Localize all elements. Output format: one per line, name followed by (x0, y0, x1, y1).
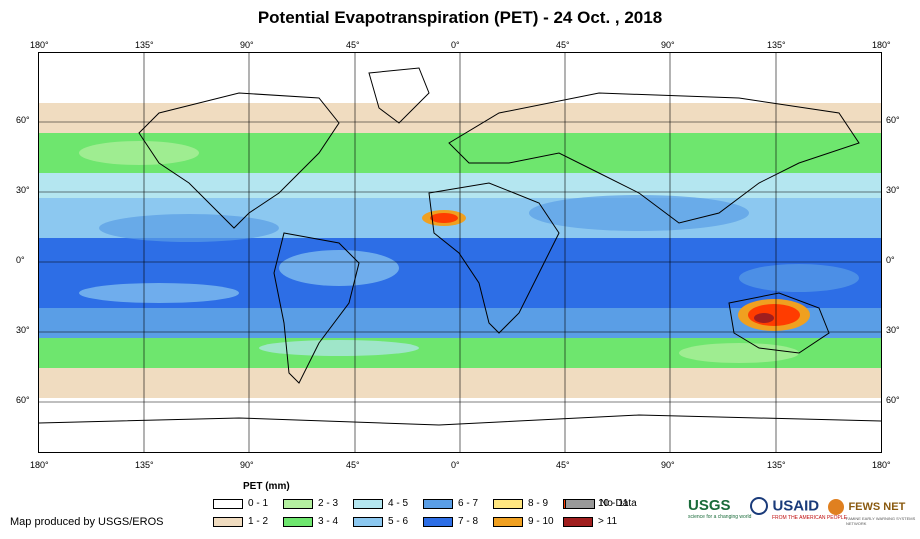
legend-swatch (213, 516, 243, 527)
bottom-lon-label: 0° (451, 460, 460, 470)
right-lat-label: 60° (886, 115, 900, 125)
legend-label: 7 - 8 (458, 516, 479, 527)
top-lon-label: 90° (240, 40, 254, 50)
usaid-tagline: FROM THE AMERICAN PEOPLE (772, 515, 847, 522)
map-credit: Map produced by USGS/EROS (10, 516, 164, 528)
country-outlines (39, 67, 881, 426)
legend-swatch (565, 498, 595, 509)
legend-item: 8 - 9 (493, 498, 548, 509)
legend-swatch (423, 516, 453, 527)
top-lon-label: 135° (135, 40, 154, 50)
top-lon-label: 135° (767, 40, 786, 50)
bottom-lon-label: 90° (240, 460, 254, 470)
bottom-lon-label: 45° (346, 460, 360, 470)
legend-title: PET (mm) (243, 481, 290, 492)
legend-swatch (353, 516, 383, 527)
legend-label: 1 - 2 (248, 516, 269, 527)
legend-label: 10 - 11 (598, 498, 629, 509)
top-lon-label: 45° (556, 40, 570, 50)
legend-item: 1 - 2 (213, 516, 268, 527)
legend-item: 5 - 6 (353, 516, 408, 527)
bottom-lon-label: 135° (135, 460, 154, 470)
usaid-logo-text: USAID (772, 497, 820, 515)
pet-texture (79, 141, 859, 363)
legend-item: 9 - 10 (493, 516, 554, 527)
fews-globe-icon (828, 498, 844, 515)
fews-logo-text: FEWS NET (848, 500, 906, 513)
legend-item: 7 - 8 (423, 516, 478, 527)
legend-label: 9 - 10 (528, 516, 554, 527)
bottom-lon-label: 90° (661, 460, 675, 470)
usaid-seal-icon (750, 497, 768, 515)
legend-swatch (353, 498, 383, 509)
bottom-lon-label: 45° (556, 460, 570, 470)
legend-swatch (493, 498, 523, 509)
pet-map-canvas (39, 53, 881, 452)
legend-label: 0 - 1 (248, 498, 269, 509)
legend-swatch (213, 498, 243, 509)
left-lat-label: 60° (16, 395, 30, 405)
legend-label: No Data (600, 498, 637, 509)
legend-label: > 11 (598, 516, 617, 527)
legend-swatch (493, 516, 523, 527)
top-lon-label: 180° (872, 40, 891, 50)
top-lon-label: 45° (346, 40, 360, 50)
graticule (39, 53, 881, 452)
right-lat-label: 30° (886, 325, 900, 335)
usgs-logo-text: USGS (688, 497, 731, 514)
bottom-lon-label: 135° (767, 460, 786, 470)
right-lat-label: 30° (886, 185, 900, 195)
left-lat-label: 60° (16, 115, 30, 125)
bottom-lon-label: 180° (872, 460, 891, 470)
left-lat-label: 0° (16, 255, 25, 265)
legend-item: 0 - 1 (213, 498, 268, 509)
legend-item: 2 - 3 (283, 498, 338, 509)
legend-item: 4 - 5 (353, 498, 408, 509)
legend-label: 6 - 7 (458, 498, 479, 509)
top-lon-label: 0° (451, 40, 460, 50)
usgs-tagline: science for a changing world (688, 514, 752, 520)
fews-tagline: FAMINE EARLY WARNING SYSTEMS NETWORK (846, 516, 916, 526)
map-title: Potential Evapotranspiration (PET) - 24 … (257, 8, 663, 27)
top-lon-label: 180° (30, 40, 49, 50)
legend-item: > 11 (563, 516, 617, 527)
bottom-lon-label: 180° (30, 460, 49, 470)
legend-swatch (563, 516, 593, 527)
right-lat-label: 0° (886, 255, 895, 265)
legend-item: 3 - 4 (283, 516, 338, 527)
pet-map (38, 52, 882, 453)
legend-label: 5 - 6 (388, 516, 409, 527)
legend-swatch (283, 516, 313, 527)
top-lon-label: 90° (661, 40, 675, 50)
right-lat-label: 60° (886, 395, 900, 405)
legend-swatch (423, 498, 453, 509)
legend-label: 3 - 4 (318, 516, 339, 527)
legend-swatch (283, 498, 313, 509)
left-lat-label: 30° (16, 325, 30, 335)
usaid-logo: USAID FROM THE AMERICAN PEOPLE (750, 497, 847, 521)
legend-item: 6 - 7 (423, 498, 478, 509)
legend-label: 2 - 3 (318, 498, 339, 509)
fews-logo: FEWS NET FAMINE EARLY WARNING SYSTEMS NE… (828, 498, 920, 526)
legend-item: No Data (565, 498, 637, 509)
legend-label: 8 - 9 (528, 498, 549, 509)
left-lat-label: 30° (16, 185, 30, 195)
usgs-logo: USGS science for a changing world (688, 497, 751, 520)
legend-label: 4 - 5 (388, 498, 409, 509)
